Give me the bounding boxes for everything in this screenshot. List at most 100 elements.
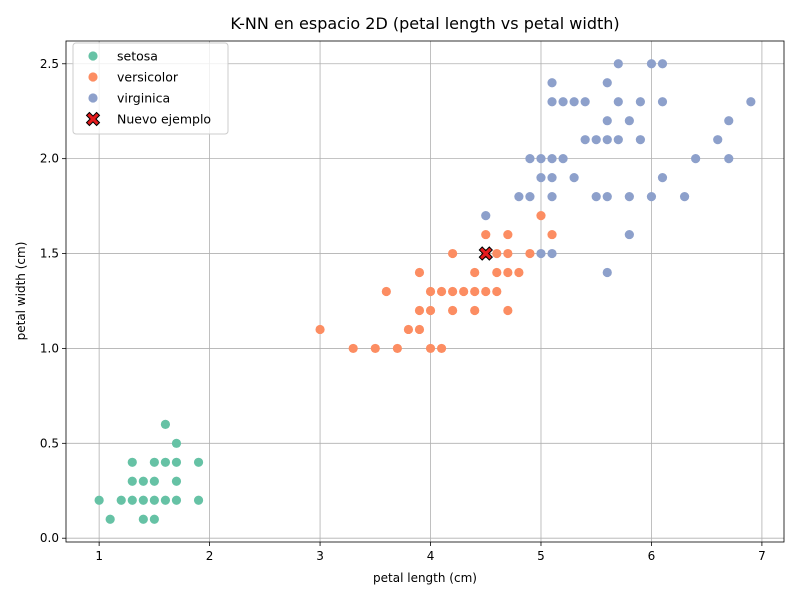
point-setosa [127,495,137,505]
legend-label-setosa: setosa [117,49,158,64]
point-virginica [602,192,612,202]
point-virginica [635,135,646,145]
point-setosa [127,476,137,486]
point-versicolor [436,286,447,297]
point-versicolor [514,267,524,278]
point-versicolor [459,286,469,297]
point-setosa [149,495,159,505]
x-tick-label: 5 [537,549,545,563]
y-tick-label: 0.5 [40,436,59,450]
point-virginica [691,154,701,164]
point-virginica [602,135,612,145]
point-setosa [149,514,159,524]
x-tick-label: 2 [206,549,214,563]
point-setosa [193,457,204,467]
point-versicolor [448,248,458,259]
point-virginica [547,154,557,164]
point-versicolor [414,324,425,335]
point-setosa [171,457,182,467]
point-virginica [558,97,568,107]
point-versicolor [425,286,436,297]
point-virginica [547,173,557,183]
legend-label-virginica: virginica [117,91,170,106]
point-virginica [613,97,623,107]
point-virginica [569,97,579,107]
data-points [94,59,756,524]
point-setosa [171,476,182,486]
point-versicolor [414,267,425,278]
point-versicolor [492,286,502,297]
point-virginica [679,192,690,202]
point-versicolor [425,343,436,354]
point-virginica [536,248,546,259]
point-versicolor [448,305,458,316]
point-versicolor [525,248,535,259]
legend: setosa versicolor virginica Nuevo ejemplo [72,42,229,135]
point-virginica [602,267,612,278]
point-virginica [569,173,579,183]
point-virginica [724,154,734,164]
point-versicolor [536,210,546,221]
point-setosa [160,457,171,467]
legend-marker-virginica [88,93,98,103]
point-virginica [514,192,524,202]
legend-label-nuevo-ejemplo: Nuevo ejemplo [117,112,211,127]
point-setosa [160,495,171,505]
point-versicolor [503,248,513,259]
point-versicolor [436,343,447,354]
point-setosa [193,495,204,505]
point-virginica [646,192,657,202]
point-virginica [547,248,557,259]
plot-area-frame [65,40,785,543]
point-virginica [724,116,734,126]
x-tick-label: 4 [427,549,435,563]
point-versicolor [403,324,414,335]
chart-title: K-NN en espacio 2D (petal length vs peta… [230,14,619,33]
point-virginica [547,78,557,88]
point-setosa [105,514,115,524]
point-setosa [149,457,159,467]
point-virginica [580,97,590,107]
point-setosa [138,495,148,505]
point-virginica [624,192,634,202]
point-virginica [536,154,546,164]
point-versicolor [547,229,557,240]
point-virginica [580,135,590,145]
point-versicolor [392,343,402,354]
point-versicolor [481,229,491,240]
point-virginica [547,192,557,202]
x-tick-label: 6 [648,549,656,563]
point-setosa [94,495,104,505]
point-virginica [536,173,546,183]
point-virginica [591,135,601,145]
point-virginica [713,135,723,145]
point-setosa [138,476,148,486]
point-virginica [525,154,535,164]
point-virginica [591,192,601,202]
point-virginica [657,173,668,183]
point-versicolor [448,286,458,297]
y-tick-label: 1.5 [40,247,59,261]
point-nuevo-ejemplo [478,246,494,261]
y-axis-ticks: 0.0 0.5 1.0 1.5 2.0 2.5 [40,57,66,545]
point-virginica [613,59,623,69]
point-virginica [635,97,646,107]
point-virginica [646,59,657,69]
legend-label-versicolor: versicolor [117,70,179,85]
y-axis-label: petal width (cm) [14,242,28,341]
point-setosa [149,476,159,486]
point-versicolor [470,286,480,297]
legend-box [72,42,229,135]
point-versicolor [470,267,480,278]
point-versicolor [481,286,491,297]
point-setosa [171,495,182,505]
point-versicolor [503,305,513,316]
point-versicolor [492,267,502,278]
point-virginica [558,154,568,164]
y-tick-label: 0.0 [40,531,59,545]
point-virginica [525,192,535,202]
y-tick-label: 2.0 [40,152,59,166]
point-virginica [657,59,668,69]
x-tick-label: 3 [316,549,324,563]
